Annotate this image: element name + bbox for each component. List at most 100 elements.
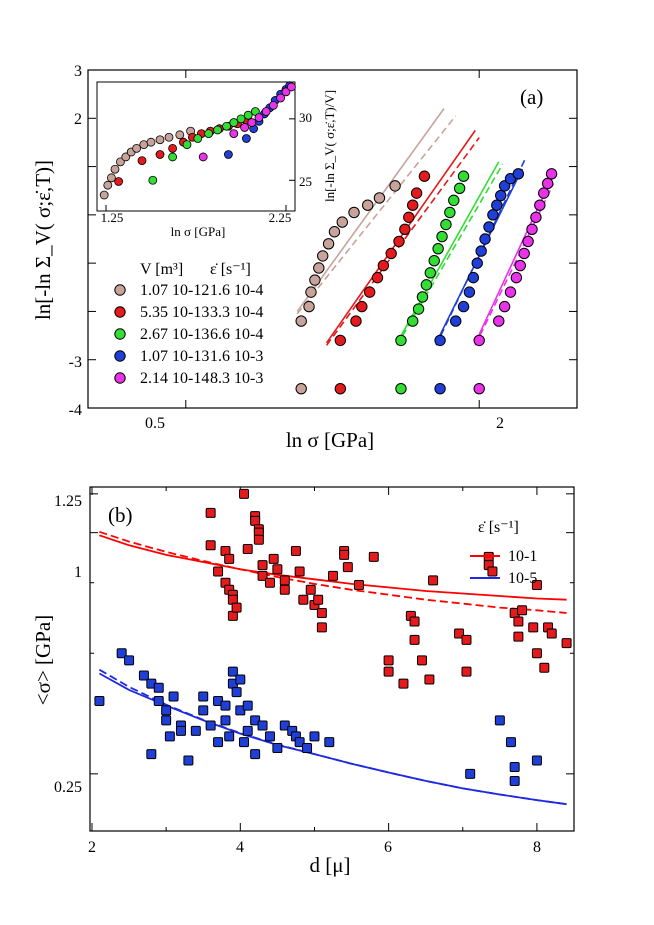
inset-point-green: [222, 121, 232, 131]
b-point-red: [531, 648, 542, 659]
panel-b-tick-marks: [90, 487, 574, 831]
a-fit-line-brown-dashed: [296, 115, 457, 315]
b-point-blue: [302, 743, 313, 754]
b-point-red: [213, 566, 224, 577]
inset-data-points: [99, 81, 296, 200]
a-point-brown: [328, 226, 341, 238]
b-point-blue: [264, 731, 275, 742]
a-point-blue: [463, 286, 476, 298]
a-legend-volume-brown: 1.07 10-12: [140, 282, 209, 299]
b-point-blue: [294, 737, 305, 748]
a-point-red: [393, 235, 405, 248]
a-point-magenta: [473, 382, 485, 395]
inset-point-brown: [99, 190, 109, 200]
b-x-axis-label: d [μ]: [310, 853, 351, 877]
a-point-red: [385, 247, 397, 260]
b-point-blue: [213, 737, 224, 748]
a-legend-rate-brown: 1.6 10-4: [210, 282, 263, 299]
b-point-blue: [465, 768, 476, 779]
inset-point-brown: [121, 152, 131, 162]
b-legend-header: ε̇ [s⁻¹]: [478, 519, 519, 536]
a-point-blue: [471, 257, 483, 269]
b-data-points: [94, 488, 572, 786]
b-point-red: [268, 553, 279, 564]
b-point-red: [454, 628, 465, 639]
a-legend-volume-red: 5.35 10-13: [140, 304, 209, 321]
b-point-red: [227, 610, 238, 621]
a-legend-marker-blue: [114, 350, 126, 362]
b-point-blue: [227, 666, 238, 677]
b-point-red: [528, 622, 539, 633]
inset-point-magenta: [268, 100, 278, 110]
a-x-tick-0.5: 0.5: [145, 415, 165, 432]
a-y-tick-3: 3: [74, 63, 82, 80]
b-point-red: [316, 608, 327, 619]
a-point-green: [432, 242, 444, 255]
a-legend-marker-green: [114, 328, 126, 340]
a-panel-label: (a): [520, 85, 543, 109]
b-point-red: [257, 560, 268, 571]
inset-point-green: [243, 110, 253, 120]
b-point-red: [239, 488, 250, 499]
b-point-blue: [509, 762, 520, 773]
inset-point-green: [213, 125, 223, 135]
inset-point-magenta: [261, 107, 271, 116]
b-point-red: [313, 594, 324, 605]
inset-point-brown: [132, 143, 142, 153]
inset-x-tick-2.25: 2.25: [269, 210, 292, 225]
b-point-blue: [116, 648, 127, 659]
b-point-red: [353, 580, 364, 591]
b-point-red: [305, 584, 316, 595]
b-point-blue: [224, 731, 235, 742]
inset-frame: [96, 81, 296, 212]
a-point-blue: [512, 168, 525, 180]
b-point-red: [461, 666, 472, 677]
a-point-magenta: [518, 247, 530, 260]
a-fit-line-green-solid: [396, 161, 500, 344]
b-point-blue: [231, 687, 242, 698]
b-point-red: [328, 570, 338, 581]
b-point-blue: [153, 695, 164, 706]
b-point-blue: [242, 700, 253, 711]
a-point-blue: [475, 245, 487, 257]
a-point-red: [399, 223, 411, 236]
a-legend-volume-blue: 1.07 10-13: [140, 348, 209, 365]
b-point-blue: [205, 720, 216, 731]
a-point-green: [395, 382, 407, 395]
a-y-tick-minus4: -4: [69, 402, 82, 419]
inset-point-brown: [110, 164, 120, 174]
a-point-blue: [479, 233, 491, 245]
a-point-red: [356, 300, 368, 313]
a-legend-rate-blue: 1.6 10-3: [210, 348, 263, 365]
inset-point-red: [168, 143, 178, 153]
a-point-red: [406, 199, 419, 211]
inset-point-brown: [107, 173, 116, 183]
inset-point-brown: [164, 132, 174, 142]
inset-point-red: [114, 177, 123, 186]
b-point-red: [461, 634, 472, 645]
inset-point-brown: [103, 180, 113, 190]
b-point-red: [539, 662, 550, 673]
b-point-blue: [198, 691, 209, 702]
a-point-magenta: [510, 271, 523, 284]
b-point-blue: [168, 691, 179, 702]
b-point-red: [342, 562, 353, 573]
b-point-red: [513, 616, 524, 627]
a-point-red: [334, 382, 347, 395]
b-point-blue: [257, 720, 268, 731]
b-point-blue: [250, 715, 261, 726]
a-point-green: [428, 255, 440, 267]
a-point-red: [418, 170, 431, 182]
inset-point-green: [236, 114, 246, 124]
b-point-blue: [509, 775, 520, 786]
a-point-magenta: [498, 300, 511, 313]
b-point-blue: [164, 731, 175, 742]
panel-b: 2 4 6 8 1.25 1 0.25 d [μ] <σ> [GPa] (b) …: [31, 486, 575, 877]
a-legend: 1.07 10-12 1.6 10-45.35 10-13 3.3 10-42.67…: [114, 282, 263, 387]
a-legend-rate-red: 3.3 10-4: [210, 304, 263, 321]
a-legend-rate-green: 6.6 10-4: [210, 326, 263, 343]
a-point-brown: [295, 382, 307, 395]
b-point-red: [298, 594, 309, 605]
a-fit-line-red-dashed: [325, 137, 480, 346]
a-point-green: [424, 267, 436, 279]
